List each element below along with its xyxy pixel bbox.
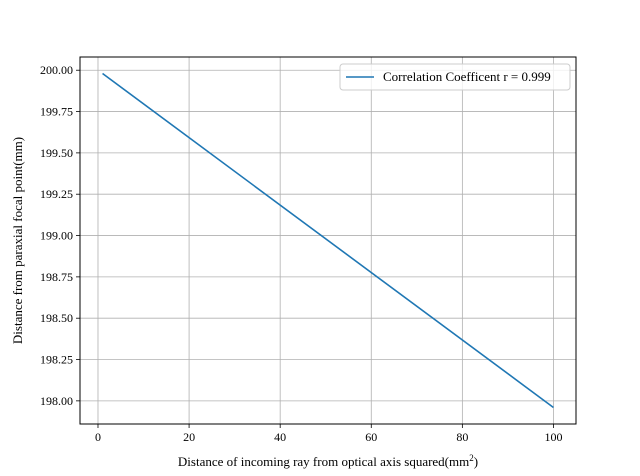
x-axis-label: Distance of incoming ray from optical ax…: [178, 453, 478, 469]
y-tick-label: 198.25: [40, 353, 73, 367]
series-line: [102, 72, 554, 409]
y-axis-label: Distance from paraxial focal point(mm): [10, 137, 25, 344]
x-axis-label-main: Distance of incoming ray from optical ax…: [178, 454, 469, 469]
y-tick-label: 199.00: [40, 229, 73, 243]
ticks: 0 20 40 60 80 100 198.00 198.25 198.50 198.75 199.…: [40, 63, 562, 444]
y-tick-label: 199.25: [40, 187, 73, 201]
y-tick-label: 198.75: [40, 270, 73, 284]
x-axis-label-suffix: ): [474, 454, 478, 469]
x-tick-label: 80: [456, 430, 468, 444]
y-tick-label: 200.00: [40, 63, 73, 77]
x-tick-label: 20: [183, 430, 195, 444]
x-tick-label: 100: [544, 430, 562, 444]
plot-frame: [79, 56, 577, 425]
x-tick-label: 60: [365, 430, 377, 444]
grid: [80, 57, 576, 424]
x-tick-label: 0: [95, 430, 101, 444]
legend: Correlation Coefficent r = 0.999: [339, 63, 571, 91]
legend-box: [339, 63, 571, 91]
x-tick-label: 40: [274, 430, 286, 444]
y-tick-label: 198.50: [40, 311, 73, 325]
y-tick-label: 199.75: [40, 105, 73, 119]
y-tick-label: 199.50: [40, 146, 73, 160]
legend-label: Correlation Coefficent r = 0.999: [383, 69, 551, 84]
series-layer: [102, 72, 554, 409]
x-axis-label-superscript: 2: [469, 453, 474, 463]
y-tick-label: 198.00: [40, 394, 73, 408]
